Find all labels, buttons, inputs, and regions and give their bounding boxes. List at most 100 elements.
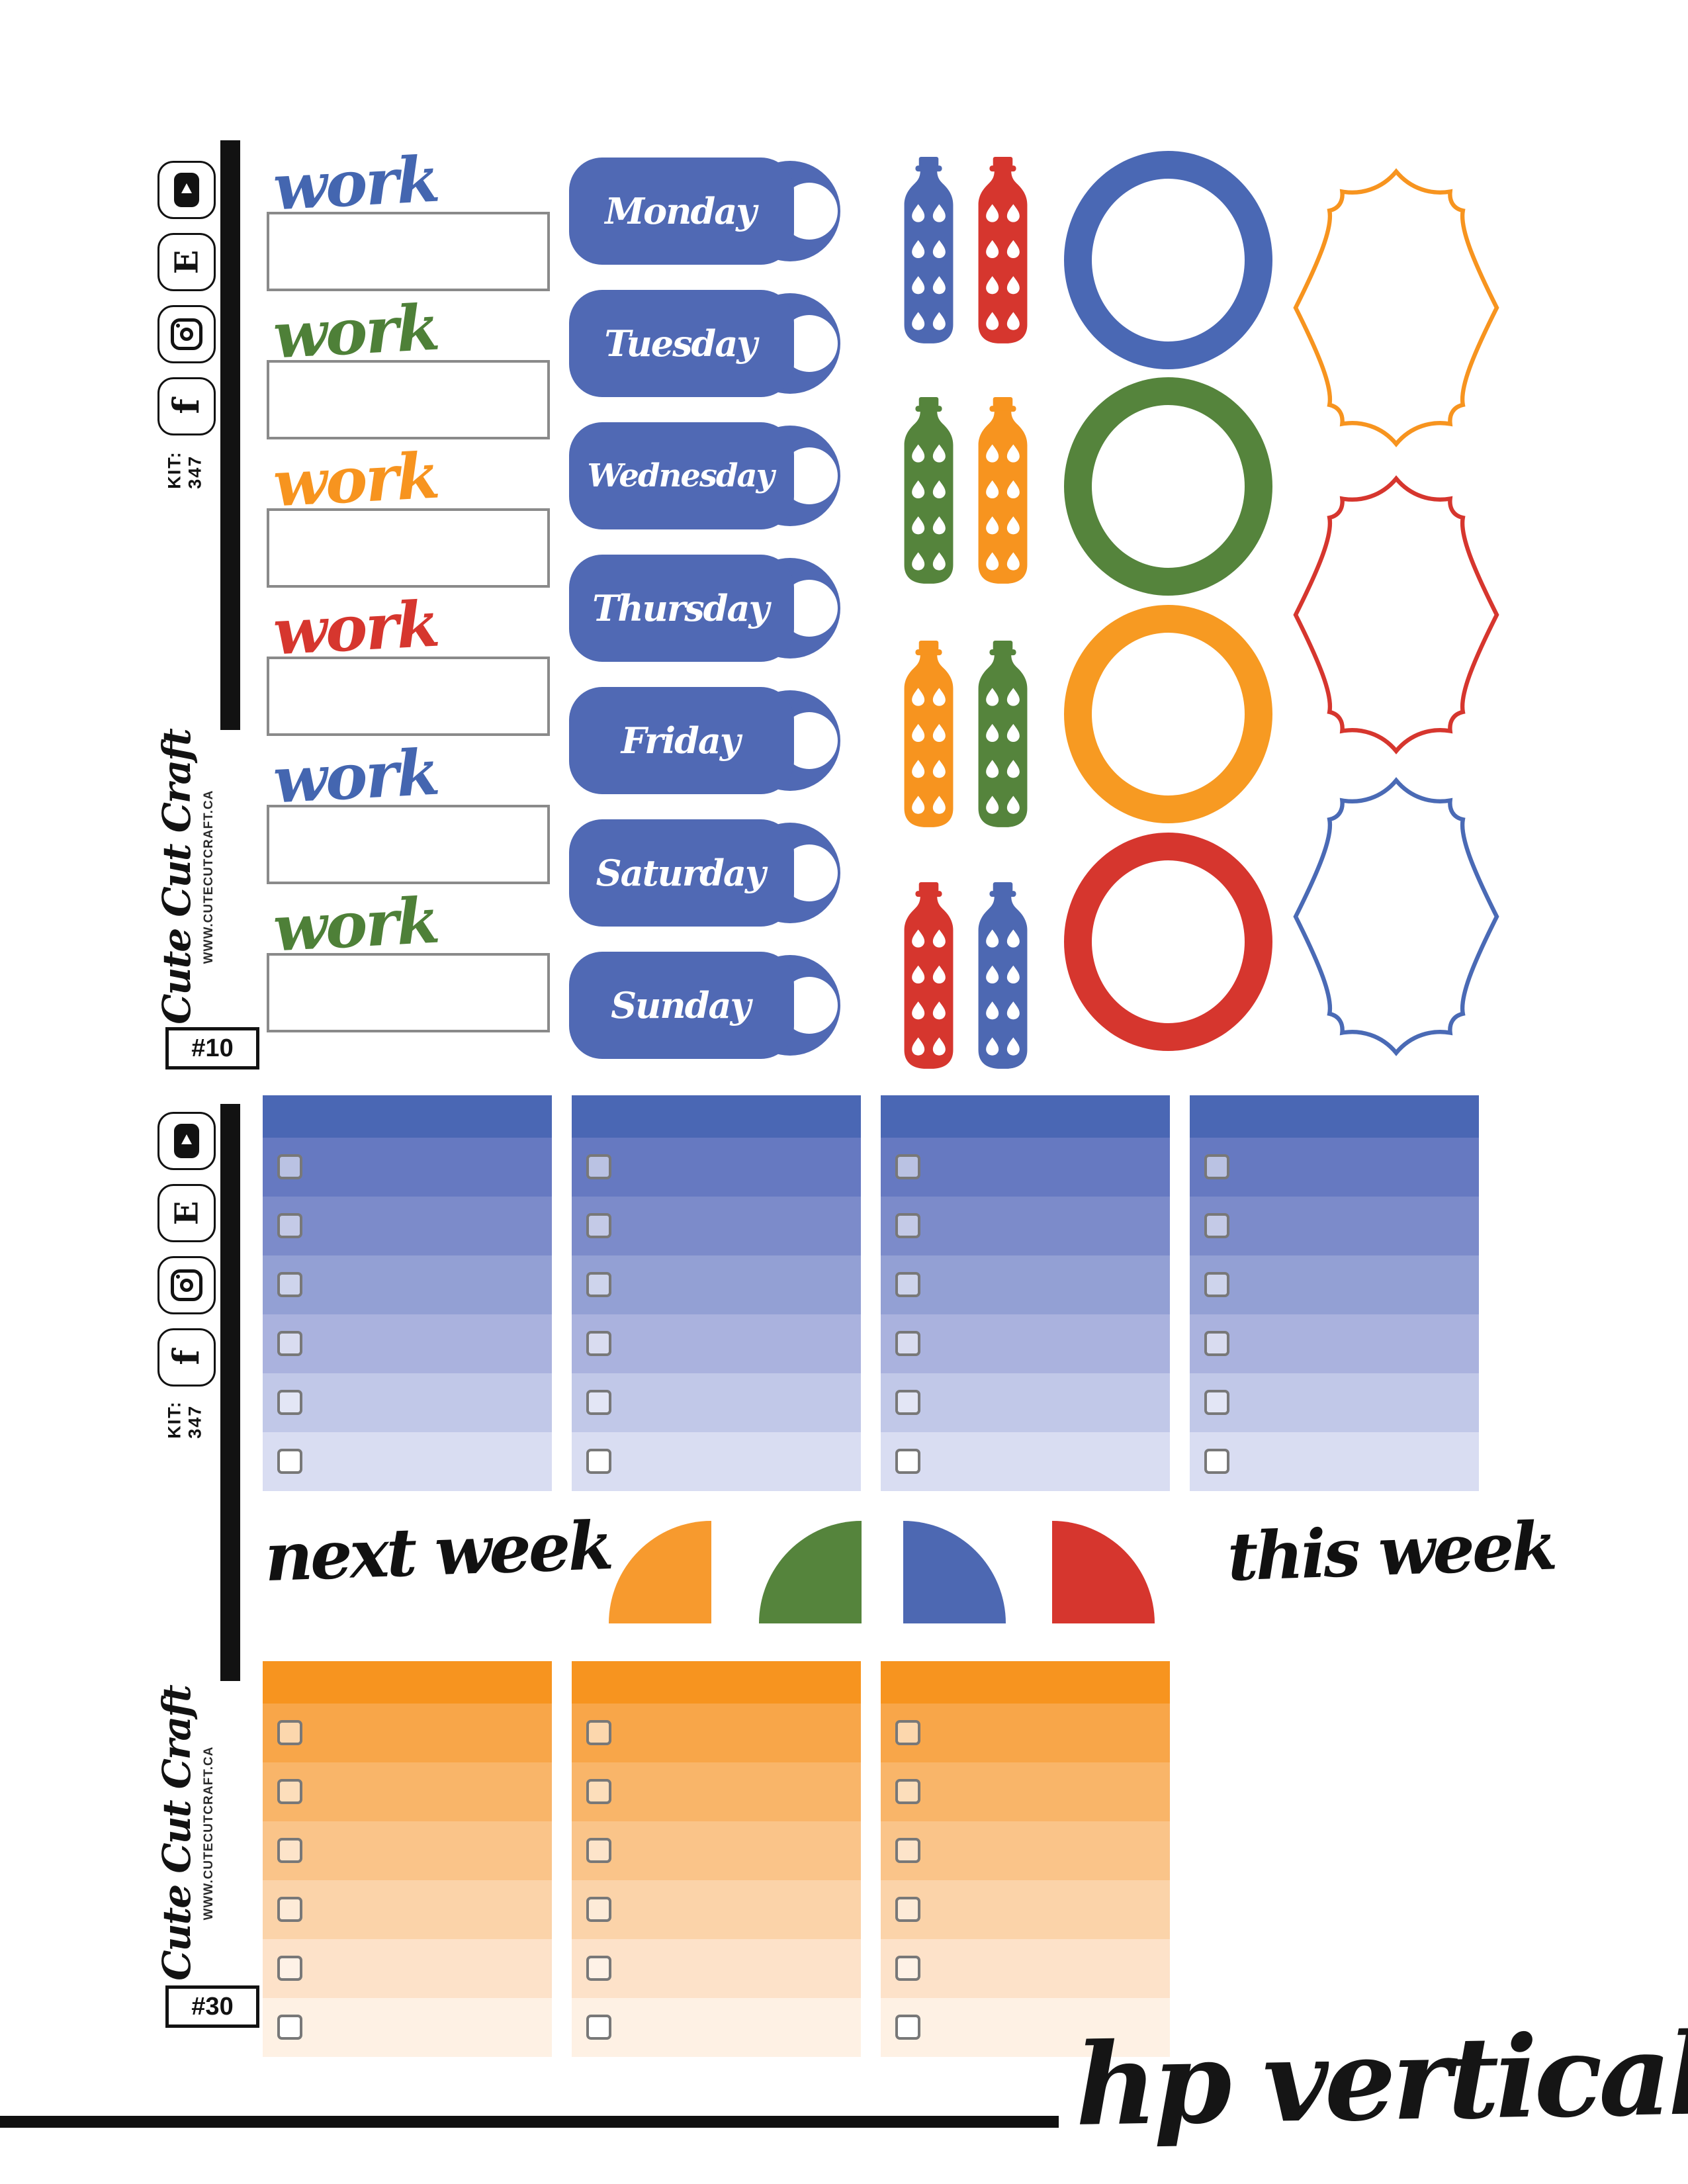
checklist-row (572, 1762, 861, 1821)
checklist-row (263, 1255, 552, 1314)
day-tag-sticker: Monday (569, 158, 847, 265)
bracket-frame-sticker (1290, 471, 1502, 758)
checklist-row (572, 1939, 861, 1998)
kit-label: KIT: (164, 1400, 185, 1439)
checklist-row (1190, 1255, 1479, 1314)
checklist-row (572, 1138, 861, 1197)
checklist-header (263, 1661, 552, 1704)
work-label-sticker: work (267, 291, 550, 439)
day-label: Monday (605, 190, 756, 232)
youtube-icon (157, 1112, 216, 1170)
bracket-frame-sticker (1290, 773, 1502, 1060)
checklist-row (881, 1998, 1170, 2057)
checklist-row (263, 1704, 552, 1762)
checklist-row (263, 1373, 552, 1432)
day-label: Wednesday (587, 457, 774, 494)
ring-sticker (1064, 377, 1272, 596)
checkbox (277, 1154, 302, 1179)
checkbox (895, 1956, 920, 1981)
checkbox (895, 1272, 920, 1297)
checkbox (1204, 1390, 1229, 1415)
brand-logo: Cute Cut Craft WWW.CUTECUTCRAFT.CA (136, 1681, 235, 1985)
checkbox (895, 1720, 920, 1745)
checkbox (1204, 1213, 1229, 1238)
checklist-header (881, 1095, 1170, 1138)
day-tag-sticker: Thursday (569, 555, 847, 662)
checkbox (277, 1779, 302, 1804)
youtube-play-glyph (174, 173, 199, 207)
checklist-row (1190, 1197, 1479, 1255)
instagram-glyph (171, 318, 202, 350)
checkbox (586, 1838, 611, 1863)
work-label-sticker: work (267, 588, 550, 736)
checklist-box-blue (263, 1095, 552, 1491)
day-label: Saturday (596, 852, 766, 894)
tag-body: Friday (569, 687, 794, 794)
checklist-row (881, 1255, 1170, 1314)
checklist-box-blue (572, 1095, 861, 1491)
checkbox (1204, 1272, 1229, 1297)
water-bottle-icon (978, 157, 1028, 343)
etsy-letter-glyph: E (168, 1201, 205, 1226)
day-tag-sticker: Wednesday (569, 422, 847, 529)
tag-body: Tuesday (569, 290, 794, 397)
checklist-row (263, 1432, 552, 1491)
quarter-circle-sticker (903, 1521, 1006, 1623)
day-tag-sticker: Saturday (569, 819, 847, 927)
checkbox (1204, 1154, 1229, 1179)
checkbox (586, 1720, 611, 1745)
checkbox (895, 1390, 920, 1415)
checkbox (277, 1720, 302, 1745)
checklist-row (263, 1880, 552, 1939)
checklist-row (881, 1197, 1170, 1255)
youtube-play-glyph (174, 1124, 199, 1158)
water-bottle-icon (978, 641, 1028, 827)
checklist-box-blue (881, 1095, 1170, 1491)
cut-bar (220, 140, 240, 730)
checklist-row (1190, 1373, 1479, 1432)
kit-number: 347 (185, 455, 205, 489)
sheet-number-badge: #30 (165, 1985, 259, 2028)
checklist-header (572, 1095, 861, 1138)
brand-logo-script: Cute Cut Craft (154, 729, 200, 1024)
water-bottle-icon (904, 397, 954, 584)
water-bottle-icon (904, 882, 954, 1069)
etsy-letter-glyph: E (168, 250, 205, 275)
checklist-row (881, 1880, 1170, 1939)
checklist-row (572, 1432, 861, 1491)
ring-sticker (1064, 605, 1272, 823)
tag-body: Wednesday (569, 422, 794, 529)
work-write-box (267, 805, 550, 884)
brand-logo-script: Cute Cut Craft (154, 1686, 200, 1981)
day-label: Thursday (592, 587, 770, 629)
quarter-circle-sticker (759, 1521, 862, 1623)
checklist-row (263, 1138, 552, 1197)
checkbox (586, 1331, 611, 1356)
checklist-row (572, 1704, 861, 1762)
instagram-icon (157, 305, 216, 363)
checklist-header (572, 1661, 861, 1704)
water-bottle-icon (978, 882, 1028, 1069)
tag-body: Monday (569, 158, 794, 265)
facebook-letter-glyph: f (165, 1349, 208, 1365)
checklist-row (572, 1880, 861, 1939)
checklist-box-orange (881, 1661, 1170, 2057)
tag-body: Sunday (569, 952, 794, 1059)
work-write-box (267, 657, 550, 736)
kit-label: KIT: (164, 451, 185, 489)
work-label-sticker: work (267, 143, 550, 291)
ring-sticker (1064, 833, 1272, 1051)
checkbox (277, 1272, 302, 1297)
checkbox (895, 1331, 920, 1356)
checkbox (277, 1956, 302, 1981)
work-write-box (267, 212, 550, 291)
checklist-row (572, 1998, 861, 2057)
work-label-sticker: work (267, 439, 550, 588)
checkbox (895, 1154, 920, 1179)
facebook-icon: f (157, 1328, 216, 1387)
checklist-row (263, 1939, 552, 1998)
checkbox (895, 1449, 920, 1474)
checkbox (277, 1897, 302, 1922)
work-label-sticker: work (267, 736, 550, 884)
